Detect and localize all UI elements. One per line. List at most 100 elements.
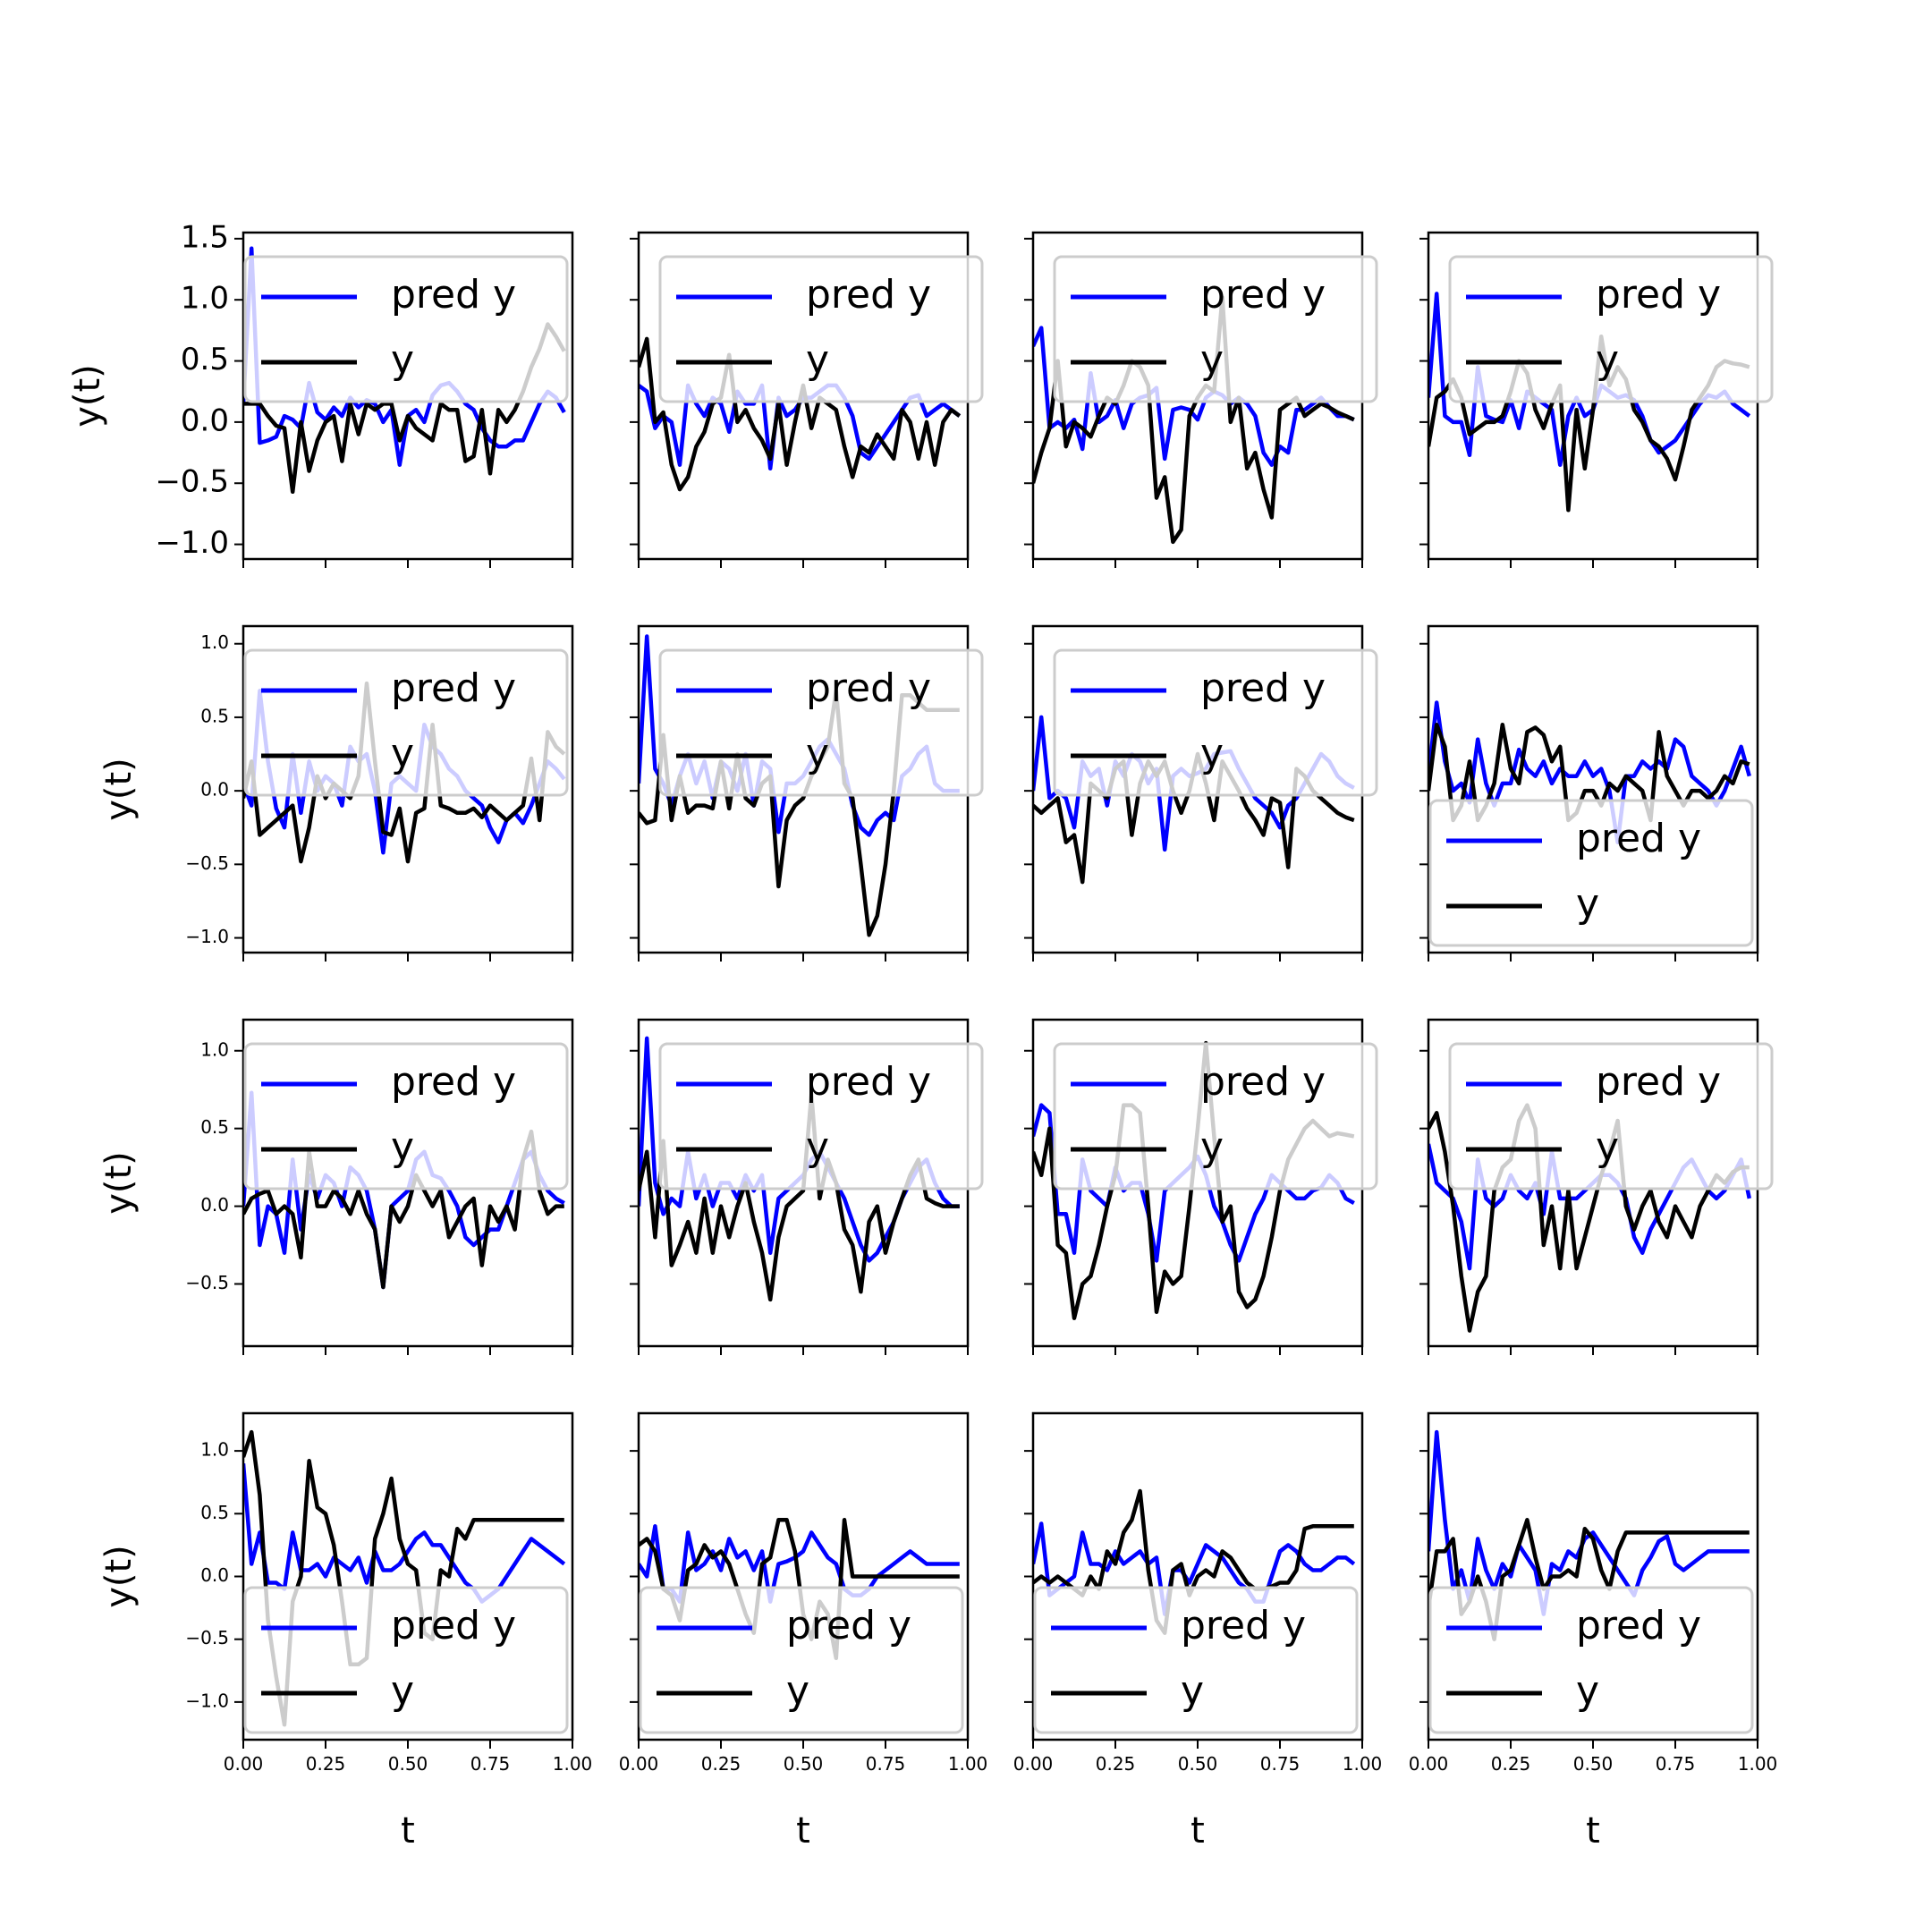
legend-y-label: y (1576, 881, 1599, 927)
legend: pred y y (243, 1586, 569, 1734)
y-tick-label: 0.5 (181, 342, 229, 377)
y-series-line (1428, 1103, 1750, 1333)
legend-pred-label: pred y (806, 272, 931, 318)
x-axis-label: t (796, 1810, 810, 1852)
subplot-1-1: pred y y (630, 624, 984, 962)
subplot-1-2: pred y y (1024, 624, 1378, 962)
legend: pred y y (243, 255, 569, 403)
legend-y-label: y (1576, 1668, 1599, 1714)
subplot-3-1: 0.00 0.25 0.50 0.75 1.00 pred y y (619, 1411, 988, 1775)
legend-y-label: y (1181, 1668, 1204, 1714)
subplot-1-0: −1.0 −0.5 0.0 0.5 1.0 pred y y (185, 624, 574, 962)
x-tick-label: 0.50 (1573, 1753, 1614, 1775)
legend-y-label: y (806, 337, 829, 383)
legend-y-label: y (806, 1124, 829, 1170)
legend-y-label: y (786, 1668, 809, 1714)
legend-pred-label: pred y (1181, 1603, 1306, 1648)
legend-box (243, 255, 569, 403)
legend: pred y y (1053, 648, 1378, 797)
x-tick-label: 0.50 (1178, 1753, 1218, 1775)
legend: pred y y (658, 648, 984, 797)
x-tick-label: 0.75 (470, 1753, 511, 1775)
plot-area (1033, 1488, 1356, 1635)
legend-pred-label: pred y (1576, 816, 1701, 861)
y-series-line (1428, 334, 1750, 513)
y-tick-label: −0.5 (155, 464, 229, 500)
legend-box (243, 1042, 569, 1191)
legend-box (243, 1586, 569, 1734)
y-tick-label: 1.0 (200, 1038, 229, 1060)
y-tick-label: 0.5 (200, 1116, 229, 1138)
x-tick-label: 0.50 (784, 1753, 824, 1775)
axes-frame (1427, 624, 1759, 954)
legend-box (1053, 648, 1378, 797)
pred-y-series-line (243, 1090, 565, 1290)
y-tick-label: −1.0 (185, 926, 229, 947)
y-series-line (639, 1518, 960, 1661)
x-axis-label: t (401, 1810, 415, 1852)
x-tick-label: 0.25 (1096, 1753, 1136, 1775)
legend-box (658, 1042, 984, 1191)
plot-area (1033, 295, 1355, 545)
legend-box (1053, 255, 1378, 403)
x-tick-label: 1.00 (948, 1753, 988, 1775)
plot-area (639, 1518, 960, 1661)
legend-y-label: y (1200, 731, 1224, 776)
legend-pred-label: pred y (391, 272, 516, 318)
axes-frame (637, 1411, 970, 1741)
plot-area (243, 1090, 565, 1290)
legend: pred y y (658, 255, 984, 403)
legend-pred-label: pred y (806, 1059, 931, 1105)
x-tick-label: 1.00 (1343, 1753, 1383, 1775)
y-tick-label: 0.0 (200, 1564, 229, 1586)
x-tick-label: 0.75 (866, 1753, 906, 1775)
y-series-line (243, 322, 566, 495)
subplot-1-3: pred y y (1419, 624, 1759, 962)
y-tick-label: 0.0 (181, 402, 229, 438)
legend-box (243, 648, 569, 797)
subplot-0-0: −1.0 −0.5 0.0 0.5 1.0 1.5 pred y y (155, 219, 574, 568)
legend-pred-label: pred y (806, 665, 931, 711)
y-tick-label: 1.5 (181, 219, 229, 255)
y-tick-label: 1.0 (200, 631, 229, 653)
legend-pred-label: pred y (1596, 1059, 1721, 1105)
y-series-line (639, 336, 962, 492)
legend-y-label: y (1596, 1124, 1619, 1170)
legend-box (1428, 799, 1754, 947)
pred-y-series-line (1428, 700, 1751, 844)
x-tick-label: 0.25 (1491, 1753, 1531, 1775)
x-tick-label: 0.00 (224, 1753, 264, 1775)
pred-y-series-line (243, 246, 566, 467)
legend-y-label: y (391, 1668, 414, 1714)
x-tick-label: 0.00 (1013, 1753, 1054, 1775)
subplot-0-3: pred y y (1419, 231, 1774, 568)
y-tick-label: 1.0 (181, 281, 229, 317)
y-tick-label: −0.5 (185, 1272, 229, 1293)
legend: pred y y (243, 648, 569, 797)
legend-box (639, 1586, 964, 1734)
y-tick-label: −1.0 (185, 1690, 229, 1711)
x-tick-label: 0.25 (306, 1753, 346, 1775)
y-tick-label: 1.0 (200, 1439, 229, 1461)
legend-box (1033, 1586, 1359, 1734)
x-tick-label: 0.00 (1409, 1753, 1449, 1775)
x-tick-label: 0.75 (1260, 1753, 1301, 1775)
y-tick-label: −0.5 (185, 852, 229, 874)
legend-y-label: y (806, 731, 829, 776)
x-tick-label: 1.00 (553, 1753, 593, 1775)
axes-frame (1031, 1411, 1364, 1741)
legend-box (1448, 255, 1774, 403)
subplot-0-2: pred y y (1024, 231, 1378, 568)
pred-y-series-line (639, 1524, 960, 1604)
y-series-line (1033, 295, 1355, 545)
legend-box (1053, 1042, 1378, 1191)
legend-pred-label: pred y (786, 1603, 911, 1648)
legend: pred y y (1448, 1042, 1774, 1191)
legend-y-label: y (1596, 337, 1619, 383)
legend-box (658, 648, 984, 797)
subplot-2-3: pred y y (1419, 1018, 1774, 1355)
axes-frame (242, 1018, 574, 1348)
subplot-2-1: pred y y (630, 1018, 984, 1355)
y-series-line (243, 1129, 564, 1290)
